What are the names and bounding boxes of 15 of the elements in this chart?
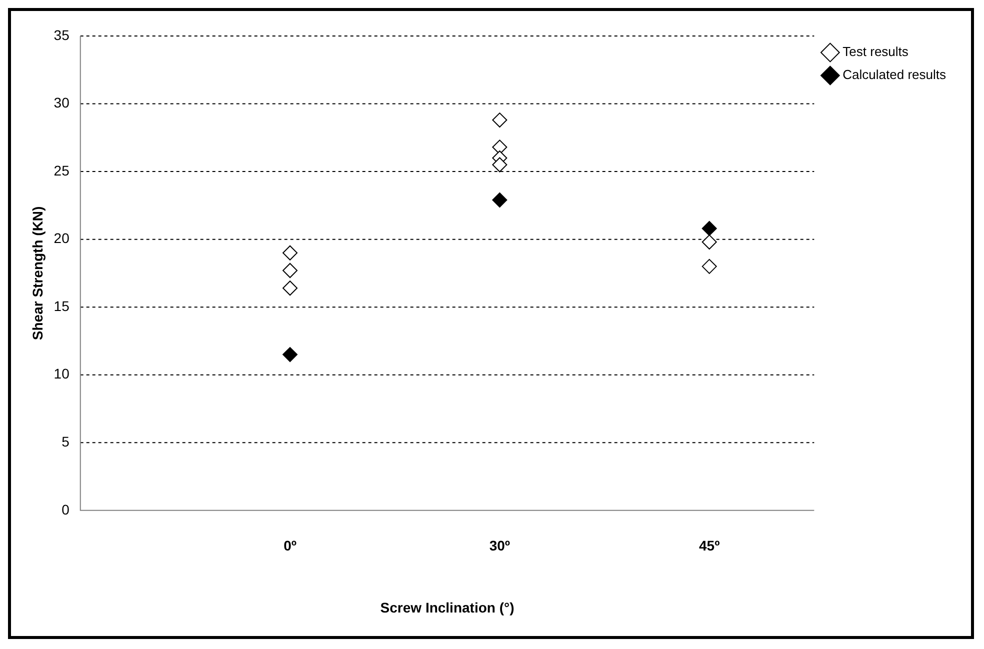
y-tick-label: 25 — [54, 162, 70, 178]
y-tick-label: 5 — [62, 433, 70, 450]
y-tick-label: 35 — [54, 26, 70, 43]
legend-label: Test results — [842, 44, 909, 60]
y-axis-title: Shear Strength (KN) — [29, 206, 46, 340]
y-tick-label: 15 — [54, 298, 70, 314]
legend-label: Calculated results — [842, 67, 946, 82]
y-tick-label: 20 — [54, 230, 70, 246]
x-tick-label: 0º — [284, 538, 296, 554]
y-tick-label: 10 — [54, 366, 70, 382]
y-tick-label: 0 — [62, 501, 70, 518]
y-tick-label: 30 — [54, 94, 70, 111]
x-axis-title: Screw Inclination (°) — [380, 599, 514, 616]
x-tick-label: 45º — [699, 538, 720, 554]
x-tick-label: 30º — [489, 538, 510, 554]
